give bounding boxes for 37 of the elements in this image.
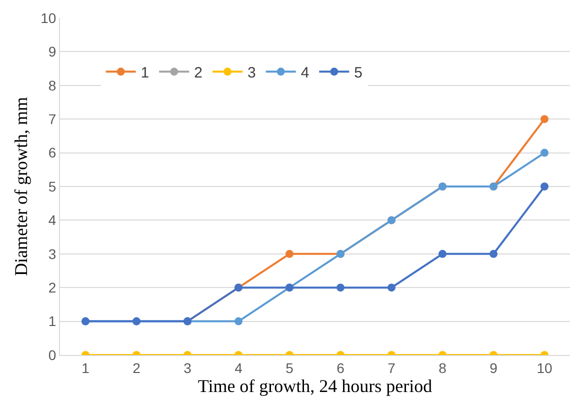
x-tick-label: 3 — [184, 360, 192, 376]
y-tick-label: 10 — [40, 10, 56, 26]
y-tick-label: 8 — [48, 77, 56, 94]
legend-label: 2 — [194, 64, 202, 82]
y-axis-title: Diameter of growth, mm — [10, 97, 31, 276]
x-tick-label: 5 — [286, 360, 294, 376]
x-tick-label: 10 — [536, 360, 552, 376]
x-tick-label: 6 — [336, 360, 345, 376]
point — [336, 284, 344, 292]
legend-label: 3 — [247, 64, 256, 82]
legend-label: 5 — [354, 64, 363, 82]
point — [286, 250, 294, 258]
point — [234, 317, 242, 326]
legend-label: 1 — [140, 64, 150, 82]
point — [540, 115, 548, 124]
x-tick-label: 7 — [388, 360, 396, 376]
x-tick-label: 8 — [438, 360, 447, 376]
y-tick-label: 7 — [48, 111, 56, 127]
x-tick-label: 4 — [234, 360, 243, 376]
y-tick-label: 2 — [48, 280, 56, 296]
y-tick-label: 3 — [48, 246, 56, 262]
x-axis-title: Time of growth, 24 hours period — [198, 376, 432, 396]
y-tick-label: 1 — [48, 313, 56, 330]
point — [540, 182, 548, 190]
point — [540, 148, 548, 157]
x-tick-label: 9 — [490, 360, 498, 376]
y-tick-label: 4 — [48, 212, 56, 228]
y-tick-label: 5 — [48, 178, 56, 194]
x-tick-label: 1 — [82, 360, 90, 376]
y-tick-label: 9 — [48, 44, 56, 60]
point — [490, 250, 498, 258]
y-tick-label: 6 — [48, 144, 56, 161]
point — [388, 284, 396, 292]
y-tick-label: 0 — [48, 346, 56, 363]
legend-label: 4 — [300, 64, 310, 82]
x-tick-label: 2 — [132, 360, 141, 376]
point — [438, 250, 446, 258]
